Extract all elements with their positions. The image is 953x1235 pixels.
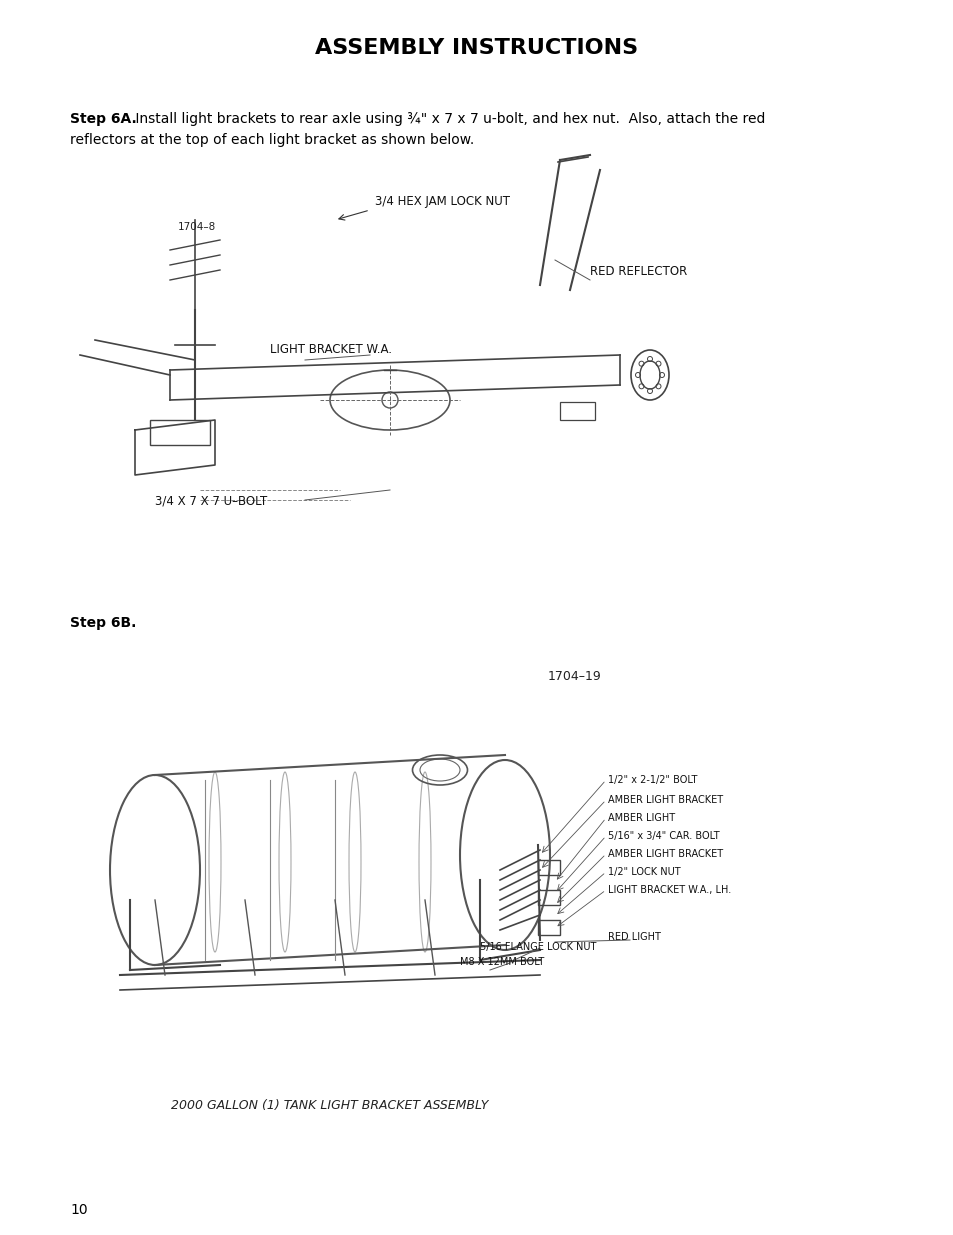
Text: LIGHT BRACKET W.A., LH.: LIGHT BRACKET W.A., LH. (607, 885, 731, 895)
Text: AMBER LIGHT BRACKET: AMBER LIGHT BRACKET (607, 795, 722, 805)
Text: 5/16" x 3/4" CAR. BOLT: 5/16" x 3/4" CAR. BOLT (607, 831, 719, 841)
Text: 1704–8: 1704–8 (178, 222, 216, 232)
Text: 5/16 FLANGE LOCK NUT: 5/16 FLANGE LOCK NUT (479, 942, 596, 952)
Text: AMBER LIGHT: AMBER LIGHT (607, 813, 675, 823)
Text: 3/4 HEX JAM LOCK NUT: 3/4 HEX JAM LOCK NUT (375, 195, 510, 207)
Text: Install light brackets to rear axle using ¾" x 7 x 7 u-bolt, and hex nut.  Also,: Install light brackets to rear axle usin… (131, 112, 764, 126)
Text: AMBER LIGHT BRACKET: AMBER LIGHT BRACKET (607, 848, 722, 860)
Text: 1/2" LOCK NUT: 1/2" LOCK NUT (607, 867, 679, 877)
Text: 1704–19: 1704–19 (547, 671, 601, 683)
Text: LIGHT BRACKET W.A.: LIGHT BRACKET W.A. (270, 343, 392, 356)
Text: 1/2" x 2-1/2" BOLT: 1/2" x 2-1/2" BOLT (607, 776, 697, 785)
Text: Step 6A.: Step 6A. (70, 112, 136, 126)
Text: 2000 GALLON (1) TANK LIGHT BRACKET ASSEMBLY: 2000 GALLON (1) TANK LIGHT BRACKET ASSEM… (172, 1098, 488, 1112)
Text: 3/4 X 7 X 7 U–BOLT: 3/4 X 7 X 7 U–BOLT (154, 495, 267, 508)
Text: reflectors at the top of each light bracket as shown below.: reflectors at the top of each light brac… (70, 133, 474, 147)
Text: M8 X 12MM BOLT: M8 X 12MM BOLT (459, 957, 543, 967)
Text: ASSEMBLY INSTRUCTIONS: ASSEMBLY INSTRUCTIONS (315, 38, 638, 58)
Text: RED LIGHT: RED LIGHT (607, 932, 660, 942)
Text: Step 6B.: Step 6B. (70, 616, 136, 630)
Text: RED REFLECTOR: RED REFLECTOR (589, 266, 686, 278)
Text: 10: 10 (70, 1203, 88, 1216)
